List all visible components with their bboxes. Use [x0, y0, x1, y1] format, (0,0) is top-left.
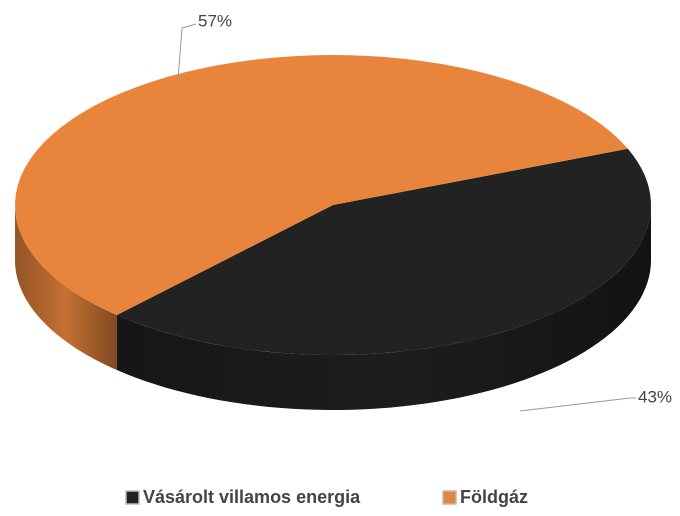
leader-line [519, 397, 636, 412]
data-label: 43% [638, 387, 672, 406]
legend-swatch [442, 490, 457, 505]
pie-slice [15, 55, 628, 316]
side-shade [116, 205, 651, 410]
legend-label: Vásárolt villamos energia [143, 487, 361, 507]
leader-line [177, 23, 197, 81]
legend-label: Földgáz [460, 487, 528, 507]
side-shade [15, 205, 117, 371]
data-label: 57% [198, 11, 232, 30]
pie-slice [116, 148, 651, 355]
legend-swatch [125, 490, 140, 505]
